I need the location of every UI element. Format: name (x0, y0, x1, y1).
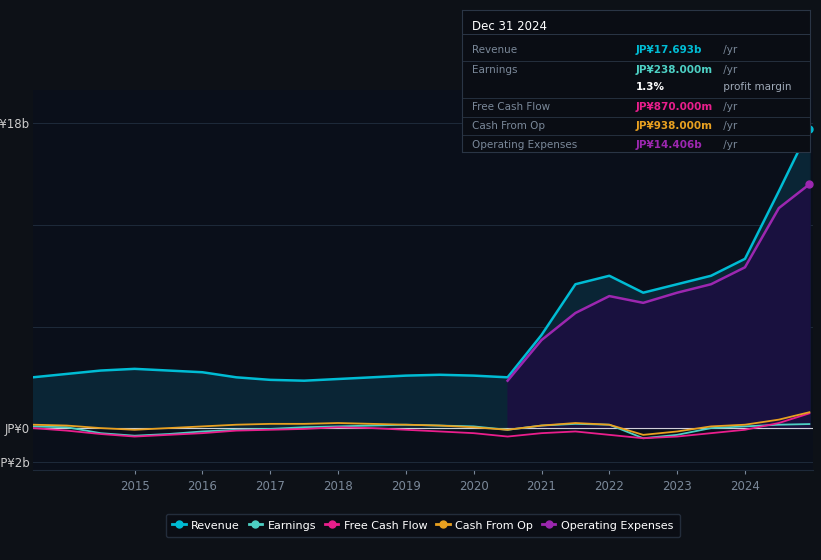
Text: /yr: /yr (719, 140, 736, 150)
Text: /yr: /yr (719, 101, 736, 111)
Text: 1.3%: 1.3% (636, 82, 665, 92)
Text: JP¥14.406b: JP¥14.406b (636, 140, 703, 150)
Text: /yr: /yr (719, 45, 736, 55)
Text: JP¥938.000m: JP¥938.000m (636, 122, 713, 132)
Text: profit margin: profit margin (719, 82, 791, 92)
Text: Revenue: Revenue (472, 45, 517, 55)
Text: Dec 31 2024: Dec 31 2024 (472, 20, 548, 33)
Text: Cash From Op: Cash From Op (472, 122, 545, 132)
Text: /yr: /yr (719, 64, 736, 74)
Text: Free Cash Flow: Free Cash Flow (472, 101, 551, 111)
Text: JP¥238.000m: JP¥238.000m (636, 64, 713, 74)
Legend: Revenue, Earnings, Free Cash Flow, Cash From Op, Operating Expenses: Revenue, Earnings, Free Cash Flow, Cash … (166, 514, 680, 537)
Text: Operating Expenses: Operating Expenses (472, 140, 578, 150)
Text: JP¥17.693b: JP¥17.693b (636, 45, 703, 55)
Text: /yr: /yr (719, 122, 736, 132)
Text: JP¥870.000m: JP¥870.000m (636, 101, 713, 111)
Text: Earnings: Earnings (472, 64, 518, 74)
